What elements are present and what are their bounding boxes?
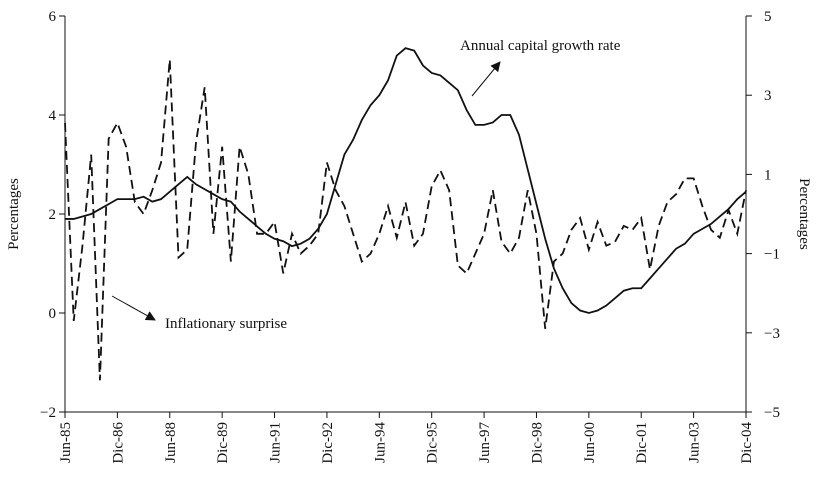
y-tick-label: 6 — [49, 9, 57, 25]
x-tick-label: Dic-04 — [739, 422, 755, 464]
x-tick-label: Jun-00 — [582, 422, 598, 463]
x-tick-label: Dic-86 — [110, 422, 126, 464]
y-tick-label: −2 — [40, 405, 56, 421]
annotation-arrow — [111, 295, 156, 321]
x-tick-label: Jun-03 — [687, 422, 703, 463]
y2-tick-label: −5 — [764, 405, 780, 421]
x-tick-label: Dic-95 — [425, 422, 441, 464]
y2-tick-label: −3 — [764, 326, 780, 342]
y2-tick-label: 1 — [764, 167, 772, 183]
annotation: Inflationary surprise — [165, 316, 287, 332]
x-tick-label: Jun-85 — [58, 422, 74, 463]
x-tick-label: Jun-94 — [372, 422, 388, 463]
series-line — [65, 47, 747, 314]
x-tick-label: Dic-89 — [215, 422, 231, 464]
x-tick-label: Dic-01 — [634, 422, 650, 464]
x-tick-label: Dic-98 — [529, 422, 545, 464]
y-tick-label: 2 — [49, 207, 57, 223]
y2-tick-label: 5 — [764, 9, 772, 25]
y-tick-label: 0 — [49, 306, 57, 322]
y2-tick-label: −1 — [764, 247, 780, 263]
annotation-arrow — [471, 61, 501, 97]
y2-axis-label: Percentages — [796, 178, 812, 250]
x-tick-label: Dic-92 — [320, 422, 336, 464]
y2-tick-label: 3 — [764, 88, 772, 104]
series-line — [64, 59, 747, 381]
annotation: Annual capital growth rate — [460, 38, 621, 54]
y-axis-label: Percentages — [6, 178, 22, 250]
x-tick-label: Jun-91 — [268, 422, 284, 463]
x-tick-label: Jun-88 — [163, 422, 179, 463]
y-tick-label: 4 — [49, 108, 57, 124]
x-tick-label: Jun-97 — [477, 422, 493, 463]
